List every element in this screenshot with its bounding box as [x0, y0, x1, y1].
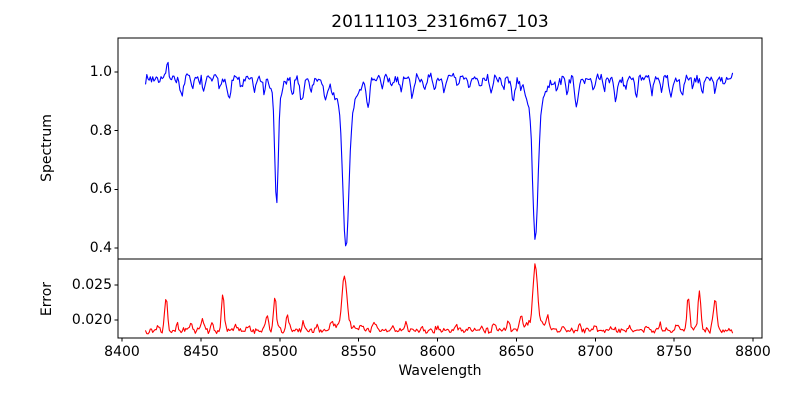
spectrum-y-tick-label: 1.0 [89, 64, 112, 80]
x-tick-label: 8650 [498, 344, 535, 360]
error-axes [114, 258, 763, 342]
error-y-tick-label: 0.020 [71, 312, 112, 328]
error-y-axis-label: Error [39, 281, 55, 317]
x-tick-label: 8450 [183, 344, 219, 360]
spectrum-axes [114, 37, 763, 260]
spectrum-y-tick-label: 0.8 [89, 122, 112, 139]
error-frame [117, 258, 763, 339]
x-tick-label: 8400 [104, 344, 140, 360]
error-y-tickmarks [114, 284, 118, 321]
x-tick-label: 8550 [340, 344, 377, 360]
spectrum-line [145, 61, 734, 247]
x-axis-label: Wavelength [398, 363, 482, 379]
spectrum-y-tickmarks [114, 71, 118, 249]
spectrum-frame [117, 37, 763, 260]
spectrum-y-tick-label: 0.4 [89, 240, 112, 257]
spectrum-y-axis-label: Spectrum [39, 114, 55, 182]
error-y-tick-label: 0.025 [71, 277, 112, 293]
error-line [145, 263, 734, 335]
x-tick-label: 8800 [735, 344, 771, 360]
x-tick-label: 8750 [656, 344, 692, 360]
chart-title: 20111103_2316m67_103 [331, 12, 549, 32]
x-tickmarks [121, 338, 754, 342]
spectrum-y-tick-label: 0.6 [89, 181, 112, 198]
x-tick-label: 8700 [577, 344, 614, 360]
x-tick-label: 8500 [261, 344, 298, 360]
x-tick-label: 8600 [419, 344, 456, 360]
